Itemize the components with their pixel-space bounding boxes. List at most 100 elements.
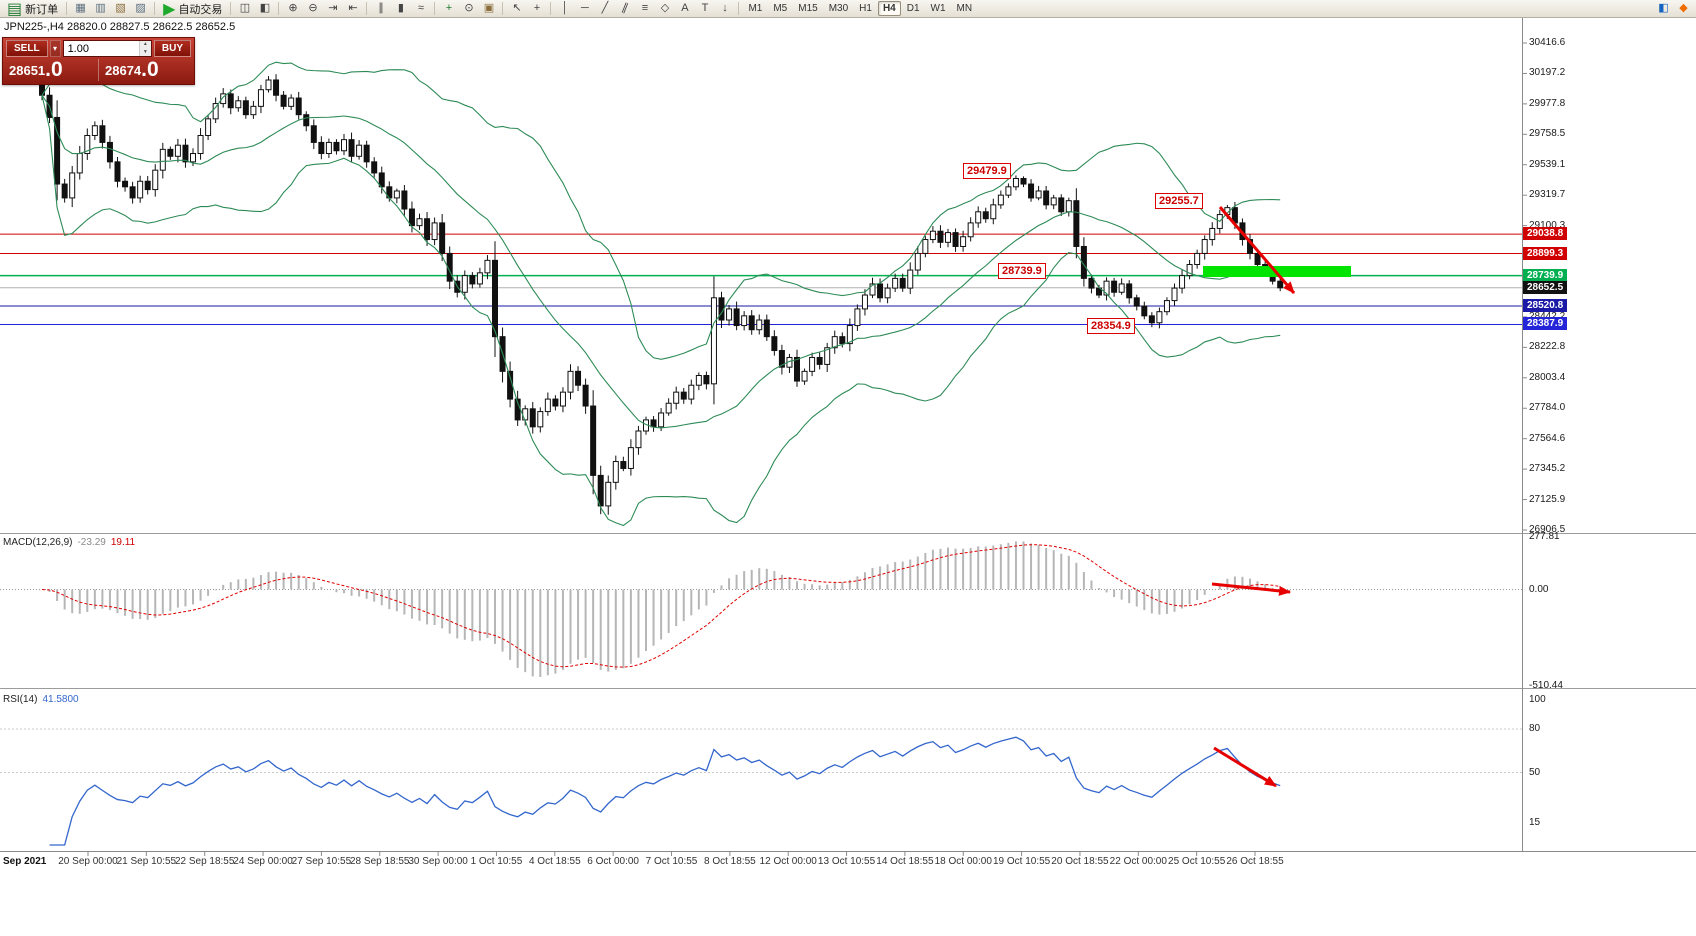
new-order-button[interactable]: ▤ 新订单 (3, 1, 62, 18)
price-axis-tag[interactable]: 29038.8 (1523, 227, 1568, 241)
indicators-icon[interactable]: + (439, 1, 458, 16)
candlestick-chart-icon[interactable]: ▮ (391, 1, 410, 16)
price-axis-tick: 28003.4 (1529, 371, 1566, 383)
periods-icon[interactable]: ⊙ (459, 1, 478, 16)
time-axis-label: 4 Oct 18:55 (528, 856, 581, 867)
indicators-icon: + (445, 2, 453, 14)
terminal-icon[interactable]: ▨ (131, 1, 150, 16)
macd-axis-label: -510.44 (1529, 679, 1563, 691)
time-axis-label: 8 Oct 18:55 (703, 856, 756, 867)
new-chart-icon[interactable]: ◫ (235, 1, 254, 16)
shapes-icon[interactable]: ◇ (655, 1, 674, 16)
buy-price[interactable]: 28674.0 (99, 59, 194, 81)
price-axis-tag[interactable]: 28520.8 (1523, 299, 1568, 313)
cursor-icon[interactable]: ↖ (507, 1, 526, 16)
market-watch-icon[interactable]: ▦ (71, 1, 90, 16)
timeframe-button-m5[interactable]: M5 (773, 3, 788, 14)
text-label-icon: T (701, 2, 709, 14)
toolbar-separator (154, 2, 156, 15)
price-axis-tag[interactable]: 28899.3 (1523, 246, 1568, 260)
alerts-icon[interactable]: ◆ (1674, 1, 1693, 16)
buy-price-small: 28674 (105, 63, 142, 78)
price-callout-label[interactable]: 29479.9 (963, 163, 1011, 179)
price-axis-tick: 29100.3 (1529, 219, 1566, 231)
arrow-tools-icon[interactable]: ↓ (715, 1, 734, 16)
time-axis-label: 21 Sep 10:55 (116, 856, 177, 867)
navigator-icon[interactable]: ▧ (111, 1, 130, 16)
trendline-icon[interactable]: ╱ (595, 1, 614, 16)
toolbar-separator (502, 2, 504, 15)
timeframe-button-m30[interactable]: M30 (828, 3, 849, 14)
price-axis-tick: 28442.2 (1529, 310, 1566, 322)
time-axis-label: 26 Oct 18:55 (1226, 856, 1284, 867)
time-axis-label: 12 Oct 00:00 (759, 856, 817, 867)
fibonacci-icon[interactable]: ≡ (635, 1, 654, 16)
volume-options-dropdown[interactable]: ▾ (49, 40, 61, 57)
volume-up-button[interactable]: ▲ (139, 41, 151, 49)
volume-input[interactable] (63, 41, 139, 56)
candlestick-series (39, 70, 1284, 515)
price-axis-tag[interactable]: 28387.9 (1523, 317, 1568, 331)
bar-chart-icon[interactable]: ∥ (371, 1, 390, 16)
timeframe-button-m1[interactable]: M1 (748, 3, 763, 14)
price-axis-tick: 30416.6 (1529, 37, 1566, 48)
zoom-in-icon[interactable]: ⊕ (283, 1, 302, 16)
profiles-icon: ◧ (259, 2, 271, 14)
price-callout-label[interactable]: 28739.9 (998, 263, 1046, 279)
text-icon[interactable]: A (675, 1, 694, 16)
zoom-out-icon: ⊖ (308, 2, 318, 14)
timeframe-button-mn[interactable]: MN (956, 3, 973, 14)
rsi-axis-label: 15 (1529, 817, 1541, 829)
data-window-icon[interactable]: ▥ (91, 1, 110, 16)
macd-indicator-label: MACD(12,26,9) -23.29 19.11 (3, 537, 135, 548)
vertical-line-icon[interactable]: │ (555, 1, 574, 16)
navigator-icon: ▧ (115, 2, 126, 14)
price-callout-label[interactable]: 29255.7 (1155, 193, 1203, 209)
horizontal-line-icon[interactable]: ─ (575, 1, 594, 16)
candlestick-chart-icon: ▮ (397, 2, 404, 14)
buy-button[interactable]: BUY (153, 40, 191, 57)
timeframe-button-w1[interactable]: W1 (930, 3, 946, 14)
templates-icon[interactable]: ▣ (479, 1, 498, 16)
zoom-out-icon[interactable]: ⊖ (303, 1, 322, 16)
toolbar-separator (66, 2, 68, 15)
panel-frame (0, 18, 1696, 856)
volume-down-button[interactable]: ▼ (139, 48, 151, 56)
crosshair-icon[interactable]: + (527, 1, 546, 16)
timeframe-button-h1[interactable]: H1 (859, 3, 872, 14)
trendline-icon: ╱ (601, 2, 609, 14)
line-chart-icon[interactable]: ≈ (411, 1, 430, 16)
text-icon: A (681, 2, 689, 14)
macd-axis-label: 0.00 (1529, 583, 1549, 595)
toolbar-separator (366, 2, 368, 15)
timeframe-button-m15[interactable]: M15 (798, 3, 818, 14)
macd-indicator (0, 541, 1522, 678)
price-axis-tag[interactable]: 28739.9 (1523, 268, 1568, 282)
profiles-icon[interactable]: ◧ (255, 1, 274, 16)
price-axis-tag[interactable]: 28652.5 (1523, 280, 1568, 294)
price-callout-label[interactable]: 28354.9 (1087, 318, 1135, 334)
autotrading-button: ▶ (163, 0, 176, 18)
time-axis-label: 30 Sep 00:00 (408, 856, 468, 867)
auto-scroll-icon[interactable]: ⇥ (323, 1, 342, 16)
vertical-line-icon: │ (561, 2, 569, 14)
rsi-indicator-label: RSI(14) 41.5800 (3, 694, 79, 705)
new-order-button-label: 新订单 (25, 3, 59, 16)
sell-button[interactable]: SELL (6, 40, 48, 57)
autotrading-button[interactable]: ▶ 自动交易 (159, 0, 226, 18)
time-axis-label: 13 Oct 10:55 (817, 856, 876, 867)
buy-price-big: .0 (141, 58, 159, 81)
chart-shift-icon[interactable]: ⇤ (343, 1, 362, 16)
macd-signal-value: 19.11 (110, 537, 136, 548)
text-label-icon[interactable]: T (695, 1, 714, 16)
timeframe-button-d1[interactable]: D1 (906, 3, 920, 14)
time-axis-label: 25 Oct 10:55 (1168, 856, 1226, 867)
equidistant-channel-icon[interactable]: ∥ (615, 1, 634, 16)
sell-price[interactable]: 28651.0 (3, 59, 98, 81)
periods-icon: ⊙ (464, 2, 474, 14)
timeframe-button-h4[interactable]: H4 (877, 1, 901, 16)
price-axis-tick: 26906.5 (1529, 523, 1566, 535)
terminal-icon: ▨ (135, 2, 146, 14)
window-tile-icon[interactable]: ◧ (1654, 1, 1673, 16)
